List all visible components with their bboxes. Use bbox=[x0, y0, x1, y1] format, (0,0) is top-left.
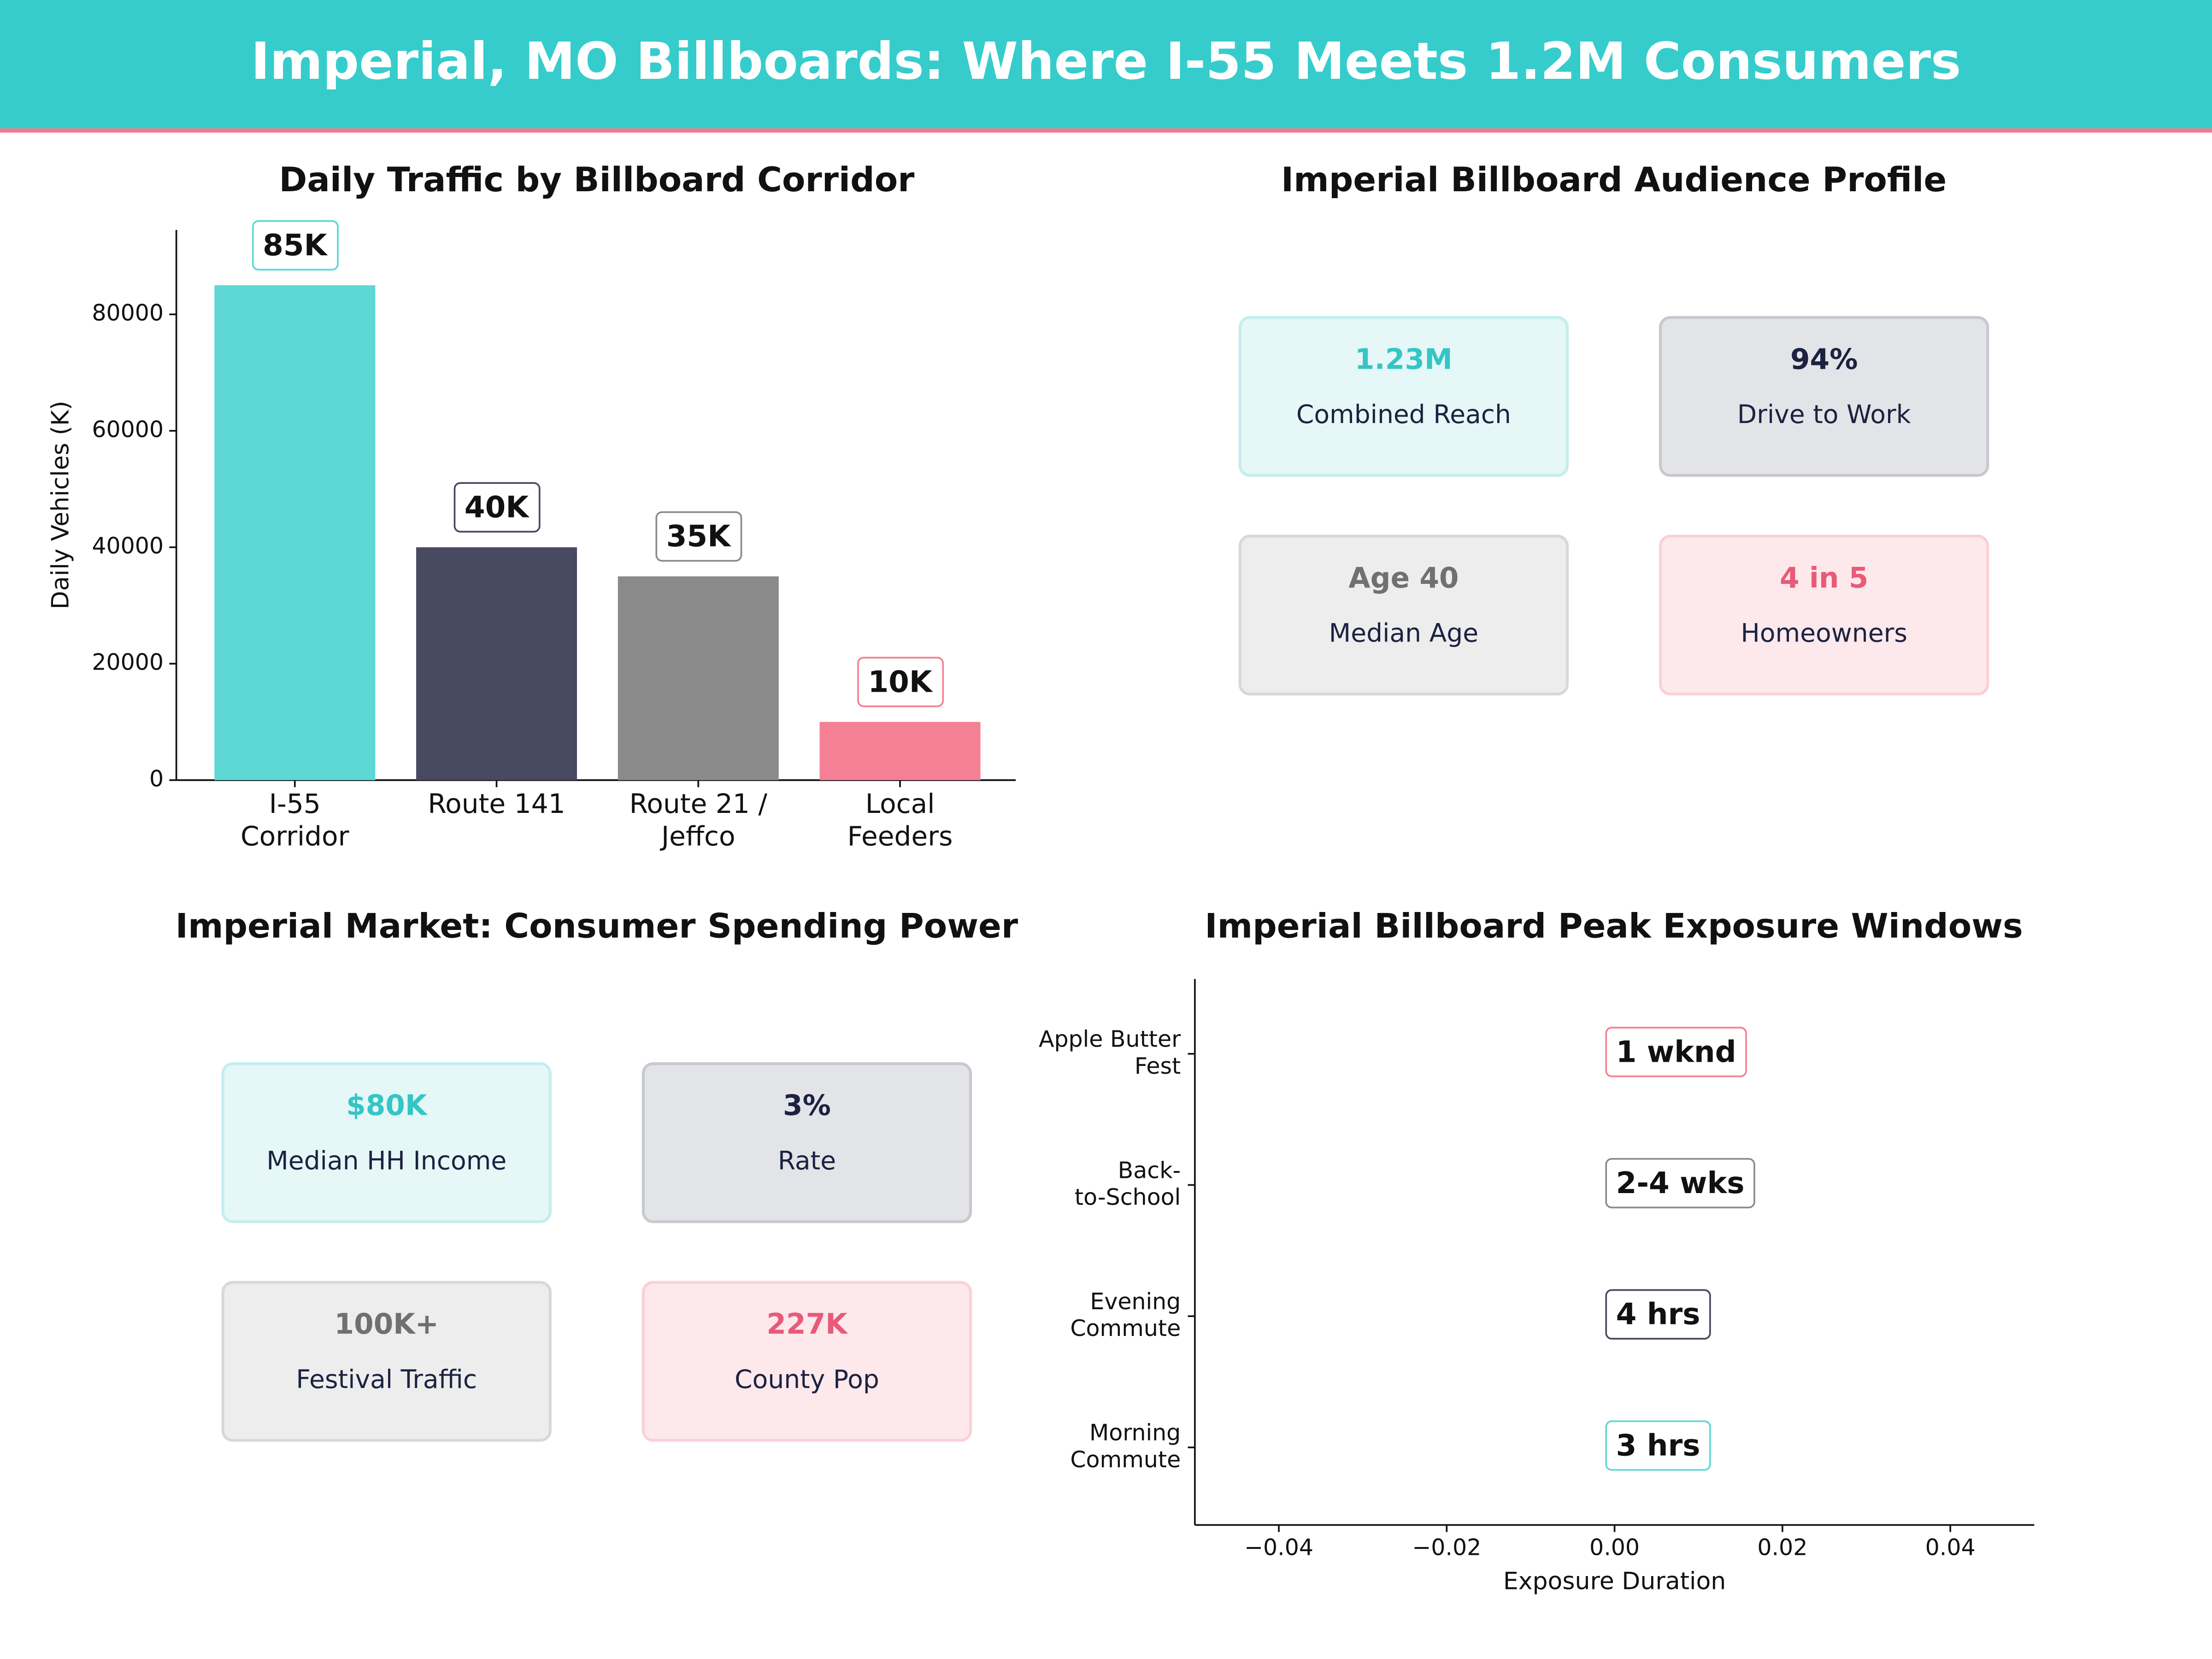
stat-card bbox=[1659, 316, 1989, 477]
header-band bbox=[0, 0, 2212, 129]
stat-value: 100K+ bbox=[335, 1308, 439, 1341]
chart-title: Daily Traffic by Billboard Corridor bbox=[279, 160, 915, 200]
x-tick-label: −0.04 bbox=[1244, 1535, 1313, 1561]
x-tick-label: I-55 Corridor bbox=[241, 788, 349, 852]
y-tick-label: 20000 bbox=[92, 649, 164, 676]
y-tick-label: Evening Commute bbox=[1070, 1288, 1181, 1341]
stat-card bbox=[1238, 535, 1569, 696]
stat-value: 3% bbox=[783, 1089, 831, 1122]
stat-label: County Pop bbox=[735, 1365, 879, 1394]
y-tick-label: 80000 bbox=[92, 300, 164, 326]
x-tick-label: Local Feeders bbox=[847, 788, 953, 852]
y-tick-label: Morning Commute bbox=[1070, 1419, 1181, 1472]
stat-value: $80K bbox=[346, 1089, 428, 1122]
stat-value: 227K bbox=[766, 1308, 848, 1341]
stat-card bbox=[221, 1281, 552, 1442]
duration-label-box bbox=[1605, 1420, 1711, 1471]
x-tick-label: 0.00 bbox=[1589, 1535, 1640, 1561]
stat-value: Age 40 bbox=[1348, 562, 1459, 594]
bar bbox=[214, 285, 376, 780]
stat-card bbox=[1659, 535, 1989, 696]
chart-title: Imperial Billboard Peak Exposure Windows bbox=[1205, 906, 2023, 946]
bar bbox=[819, 722, 981, 780]
value-label-box bbox=[252, 220, 339, 271]
header-rule bbox=[0, 128, 2212, 133]
stat-card bbox=[641, 1062, 972, 1224]
x-tick-label: 0.04 bbox=[1925, 1535, 1976, 1561]
stat-label: Combined Reach bbox=[1296, 400, 1511, 429]
stat-label: Homeowners bbox=[1741, 618, 1907, 648]
panel-title: Imperial Billboard Audience Profile bbox=[1281, 160, 1947, 200]
y-tick-label: 40000 bbox=[92, 533, 164, 559]
page-title: Imperial, MO Billboards: Where I-55 Meet… bbox=[251, 32, 1961, 91]
y-axis-label: Daily Vehicles (K) bbox=[47, 401, 75, 610]
duration-label-box bbox=[1605, 1289, 1711, 1340]
y-tick-label: 60000 bbox=[92, 416, 164, 442]
stat-label: Median Age bbox=[1329, 618, 1478, 648]
panel-title: Imperial Market: Consumer Spending Power bbox=[176, 906, 1018, 946]
stat-card bbox=[641, 1281, 972, 1442]
value-label: 35K bbox=[666, 519, 731, 554]
duration-label: 4 hrs bbox=[1616, 1297, 1700, 1332]
stat-label: Median HH Income bbox=[266, 1146, 506, 1176]
stat-card bbox=[221, 1062, 552, 1224]
stat-value: 94% bbox=[1790, 343, 1858, 376]
value-label: 85K bbox=[263, 228, 328, 263]
x-tick-label: Route 141 bbox=[428, 788, 565, 819]
stat-value: 4 in 5 bbox=[1780, 562, 1868, 594]
stat-value: 1.23M bbox=[1355, 343, 1453, 376]
value-label: 40K bbox=[465, 490, 529, 524]
value-label-box bbox=[857, 657, 944, 707]
stat-card bbox=[1238, 316, 1569, 477]
y-tick-label: Apple Butter Fest bbox=[1039, 1026, 1181, 1079]
duration-label: 2-4 wks bbox=[1616, 1166, 1745, 1200]
x-tick-label: 0.02 bbox=[1757, 1535, 1807, 1561]
x-tick-label: Route 21 /Jeffco bbox=[629, 788, 768, 852]
y-tick-label: Back-to-School bbox=[1075, 1157, 1181, 1210]
bar bbox=[618, 576, 779, 780]
duration-label: 1 wknd bbox=[1616, 1035, 1736, 1069]
value-label-box bbox=[453, 482, 541, 533]
duration-label-box bbox=[1605, 1158, 1755, 1209]
y-tick-label: 0 bbox=[149, 765, 164, 792]
duration-label-box bbox=[1605, 1027, 1747, 1077]
stat-label: Festival Traffic bbox=[296, 1365, 477, 1394]
x-tick-label: −0.02 bbox=[1412, 1535, 1481, 1561]
duration-label: 3 hrs bbox=[1616, 1428, 1700, 1463]
stat-label: Drive to Work bbox=[1737, 400, 1911, 429]
x-axis-label: Exposure Duration bbox=[1503, 1568, 1726, 1595]
value-label-box bbox=[655, 511, 742, 562]
stat-label: Rate bbox=[778, 1146, 836, 1176]
bar bbox=[416, 547, 577, 780]
value-label: 10K bbox=[868, 665, 933, 699]
